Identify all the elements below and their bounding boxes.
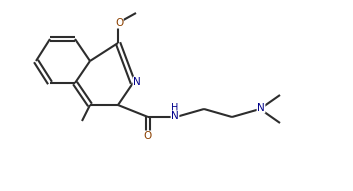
Text: O: O <box>115 18 123 28</box>
Text: H: H <box>171 103 179 113</box>
Text: N: N <box>171 111 179 121</box>
Text: O: O <box>143 131 151 141</box>
Text: N: N <box>133 77 141 87</box>
Text: N: N <box>257 103 265 113</box>
